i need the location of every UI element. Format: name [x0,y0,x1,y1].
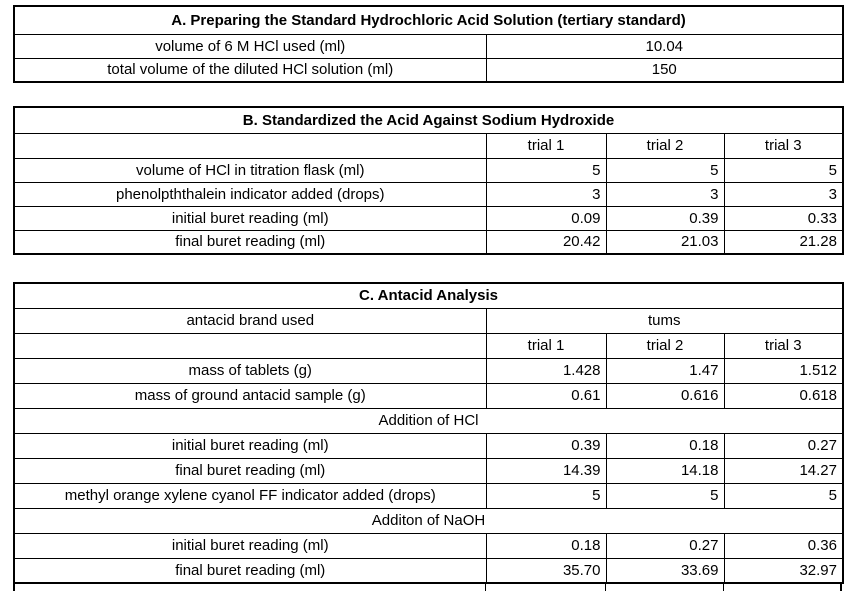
value-cell: 14.39 [485,457,607,484]
row-label: initial buret reading (ml) [13,205,487,231]
value-cell: 5 [723,482,844,509]
value-cell: 21.28 [723,229,844,255]
table-row: Additon of NaOH [13,507,844,534]
value-cell: 0.39 [485,432,607,459]
value-cell: 0.27 [605,532,725,559]
table-row: initial buret reading (ml) 0.39 0.18 0.2… [13,432,844,459]
table-row: final buret reading (ml) 14.39 14.18 14.… [13,457,844,484]
value-cell: 33.69 [605,557,725,584]
table-a-title: A. Preparing the Standard Hydrochloric A… [13,5,844,35]
value-cell: 0.09 [485,205,607,231]
empty-cell [13,132,487,159]
table-row: Addition of HCl [13,407,844,434]
value-cell: 3 [723,181,844,207]
value-cell: 1.47 [605,357,725,384]
value-cell: 0.36 [723,532,844,559]
divider [723,583,724,591]
table-row: total volume of the diluted HCl solution… [13,57,844,83]
trial-header: trial 2 [605,332,725,359]
value-cell: 10.04 [485,33,844,59]
table-row: trial 1 trial 2 trial 3 [13,132,844,159]
trial-header: trial 3 [723,332,844,359]
table-row: mass of tablets (g) 1.428 1.47 1.512 [13,357,844,384]
value-cell: 0.618 [723,382,844,409]
table-b-title: B. Standardized the Acid Against Sodium … [13,106,844,134]
table-acid-prep: A. Preparing the Standard Hydrochloric A… [13,5,845,83]
value-cell: 150 [485,57,844,83]
table-row: phenolpththalein indicator added (drops)… [13,181,844,207]
value-cell: 0.616 [605,382,725,409]
row-label: phenolpththalein indicator added (drops) [13,181,487,207]
row-label: final buret reading (ml) [13,457,487,484]
value-cell: 3 [605,181,725,207]
table-row: antacid brand used tums [13,307,844,334]
row-label: mass of ground antacid sample (g) [13,382,487,409]
brand-value-cell: tums [485,307,844,334]
value-cell: 5 [485,157,607,183]
value-cell: 20.42 [485,229,607,255]
value-cell: 5 [485,482,607,509]
row-label: final buret reading (ml) [13,557,487,584]
table-row: volume of HCl in titration flask (ml) 5 … [13,157,844,183]
section-header-hcl: Addition of HCl [13,407,844,434]
value-cell: 21.03 [605,229,725,255]
empty-cell [13,332,487,359]
table-row: A. Preparing the Standard Hydrochloric A… [13,5,844,35]
value-cell: 1.428 [485,357,607,384]
value-cell: 0.18 [485,532,607,559]
trial-header: trial 2 [605,132,725,159]
table-row: C. Antacid Analysis [13,282,844,309]
value-cell: 14.18 [605,457,725,484]
row-label: volume of 6 M HCl used (ml) [13,33,487,59]
row-label: initial buret reading (ml) [13,532,487,559]
table-standardization: B. Standardized the Acid Against Sodium … [13,106,844,255]
row-label: methyl orange xylene cyanol FF indicator… [13,482,487,509]
value-cell: 0.39 [605,205,725,231]
value-cell: 0.33 [723,205,844,231]
table-row: initial buret reading (ml) 0.09 0.39 0.3… [13,205,844,231]
section-header-naoh: Additon of NaOH [13,507,844,534]
value-cell: 3 [485,181,607,207]
table-row: methyl orange xylene cyanol FF indicator… [13,482,844,509]
value-cell: 1.512 [723,357,844,384]
table-row: volume of 6 M HCl used (ml) 10.04 [13,33,844,59]
table-row: final buret reading (ml) 35.70 33.69 32.… [13,557,844,584]
value-cell: 0.61 [485,382,607,409]
trial-header: trial 1 [485,132,607,159]
divider [485,583,486,591]
table-row: trial 1 trial 2 trial 3 [13,332,844,359]
table-row: initial buret reading (ml) 0.18 0.27 0.3… [13,532,844,559]
trial-header: trial 1 [485,332,607,359]
row-label: volume of HCl in titration flask (ml) [13,157,487,183]
value-cell: 35.70 [485,557,607,584]
table-row: mass of ground antacid sample (g) 0.61 0… [13,382,844,409]
value-cell: 5 [605,157,725,183]
table-row: final buret reading (ml) 20.42 21.03 21.… [13,229,844,255]
value-cell: 5 [723,157,844,183]
divider [605,583,606,591]
value-cell: 14.27 [723,457,844,484]
value-cell: 0.18 [605,432,725,459]
row-label: total volume of the diluted HCl solution… [13,57,487,83]
value-cell: 0.27 [723,432,844,459]
row-label: antacid brand used [13,307,487,334]
table-antacid-analysis: C. Antacid Analysis antacid brand used t… [13,282,844,584]
value-cell: 32.97 [723,557,844,584]
row-label: final buret reading (ml) [13,229,487,255]
clipped-row-borders [13,583,842,591]
table-c-title: C. Antacid Analysis [13,282,844,309]
value-cell: 5 [605,482,725,509]
row-label: mass of tablets (g) [13,357,487,384]
row-label: initial buret reading (ml) [13,432,487,459]
trial-header: trial 3 [723,132,844,159]
table-row: B. Standardized the Acid Against Sodium … [13,106,844,134]
